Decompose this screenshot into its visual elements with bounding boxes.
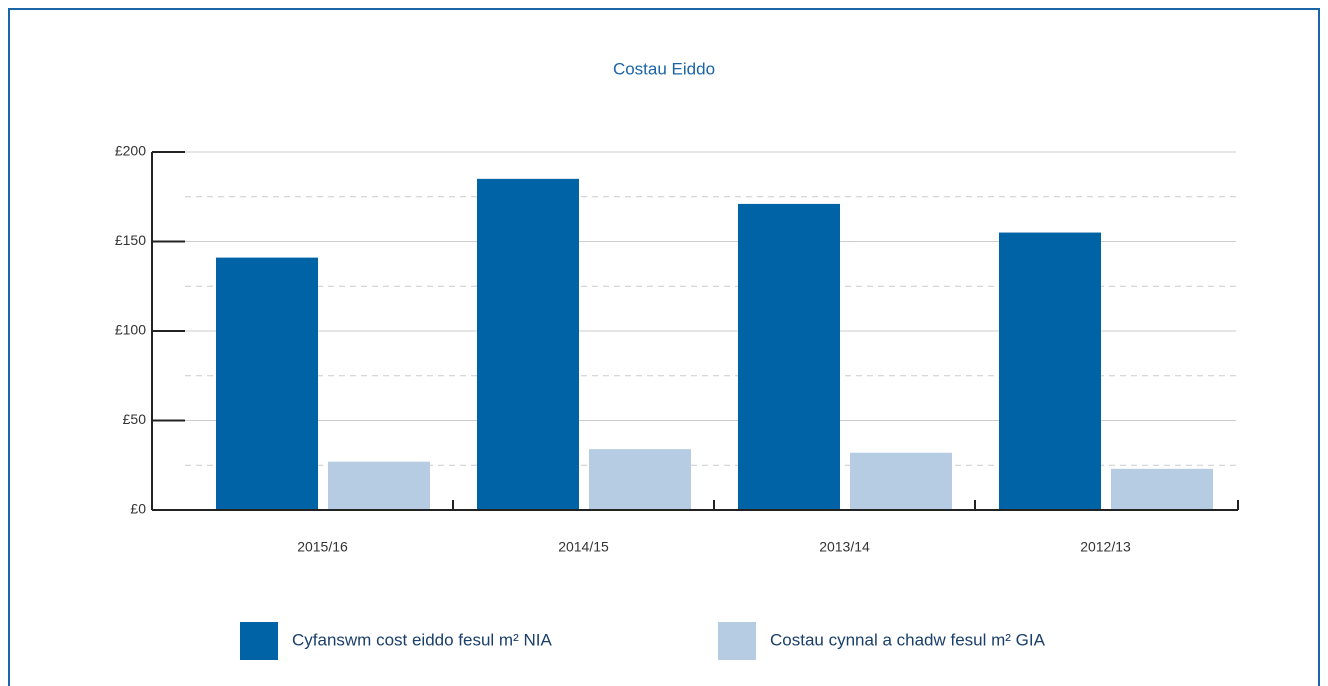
bar bbox=[850, 452, 952, 510]
x-tick-label: 2012/13 bbox=[1080, 539, 1131, 555]
bar bbox=[216, 257, 318, 510]
bar bbox=[589, 449, 691, 510]
y-tick-label: £150 bbox=[115, 232, 146, 248]
bar bbox=[1111, 468, 1213, 510]
y-tick-label: £200 bbox=[115, 143, 146, 159]
x-tick-label: 2014/15 bbox=[558, 539, 609, 555]
y-tick-label: £50 bbox=[123, 411, 147, 427]
frame bbox=[8, 8, 1320, 686]
legend-swatch bbox=[718, 622, 756, 660]
bar bbox=[999, 232, 1101, 511]
legend-label: Costau cynnal a chadw fesul m² GIA bbox=[770, 630, 1046, 649]
legend-swatch bbox=[240, 622, 278, 660]
y-tick-label: £0 bbox=[130, 501, 146, 517]
y-tick-label: £100 bbox=[115, 322, 146, 338]
bar bbox=[738, 203, 840, 510]
bar bbox=[477, 178, 579, 510]
x-tick-label: 2015/16 bbox=[297, 539, 348, 555]
bar bbox=[328, 461, 430, 510]
chart-title: Costau Eiddo bbox=[613, 59, 715, 78]
legend-label: Cyfanswm cost eiddo fesul m² NIA bbox=[292, 630, 552, 649]
x-tick-label: 2013/14 bbox=[819, 539, 870, 555]
